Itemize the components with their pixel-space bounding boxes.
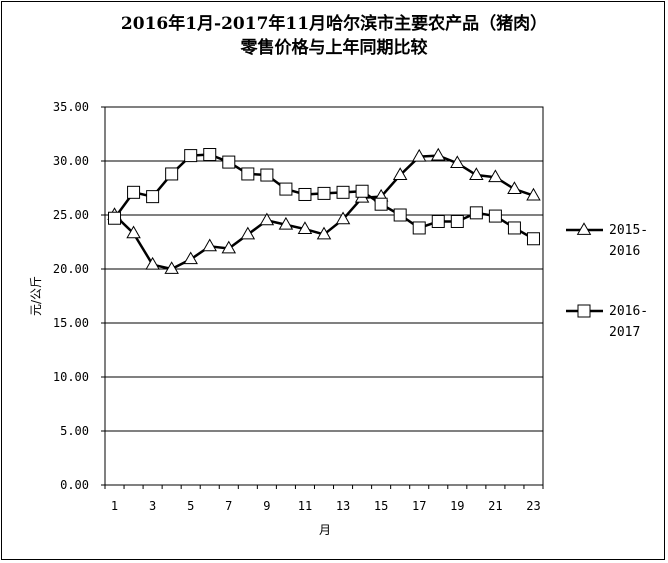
x-tick-label: 3 — [149, 499, 156, 513]
x-tick-label: 13 — [336, 499, 350, 513]
y-axis-label: 元/公斤 — [29, 276, 43, 316]
triangle-marker — [430, 147, 446, 161]
x-tick-label: 9 — [263, 499, 270, 513]
square-marker — [203, 148, 217, 162]
chart-title-line-1: 2016年1月-2017年11月哈尔滨市主要农产品（猪肉） — [120, 14, 548, 34]
plot-area — [104, 106, 544, 486]
y-tick-label: 25.00 — [53, 208, 89, 222]
square-marker — [374, 197, 388, 211]
legend-square-marker — [577, 304, 591, 318]
triangle-marker — [335, 211, 351, 225]
triangle-marker — [221, 240, 237, 254]
y-tick-label: 35.00 — [53, 100, 89, 114]
x-tick-label: 23 — [526, 499, 540, 513]
x-tick-label: 11 — [298, 499, 312, 513]
series-2 — [108, 148, 540, 246]
triangle-marker — [278, 216, 294, 230]
y-axis-ticks: 0.00 5.00 10.00 15.00 20.00 25.00 30.00 35.00 — [53, 100, 105, 492]
square-marker — [184, 149, 198, 163]
square-marker — [165, 167, 179, 181]
x-tick-label: 1 — [111, 499, 118, 513]
square-marker — [260, 168, 274, 182]
y-tick-label: 20.00 — [53, 262, 89, 276]
square-marker — [336, 185, 350, 199]
grid-lines — [105, 160, 543, 432]
triangle-marker — [240, 226, 256, 240]
square-marker — [507, 221, 521, 235]
square-marker — [241, 167, 255, 181]
square-marker — [526, 232, 540, 246]
x-tick-label: 21 — [488, 499, 502, 513]
square-marker — [469, 206, 483, 220]
y-tick-label: 0.00 — [60, 478, 89, 492]
x-tick-label: 5 — [187, 499, 194, 513]
triangle-marker — [126, 225, 141, 239]
triangle-marker — [145, 256, 160, 270]
triangle-marker — [202, 238, 218, 252]
legend-item-1: 2015- 2016 — [566, 222, 648, 259]
y-tick-label: 30.00 — [53, 154, 89, 168]
square-marker — [393, 208, 407, 222]
legend-label-line-1: 2015- — [609, 223, 648, 238]
square-marker — [108, 211, 122, 225]
y-tick-label: 15.00 — [53, 316, 89, 330]
x-tick-label: 7 — [225, 499, 232, 513]
square-marker — [127, 185, 141, 199]
triangle-marker — [526, 187, 541, 201]
chart-title: 2016年1月-2017年11月哈尔滨市主要农产品（猪肉） 零售价格与上年同期比… — [0, 12, 668, 60]
triangle-marker — [469, 167, 484, 180]
square-marker — [298, 187, 312, 201]
triangle-marker — [507, 181, 522, 194]
legend-label-line-2: 2016 — [609, 244, 640, 259]
series-layer — [107, 147, 541, 274]
y-tick-label: 10.00 — [53, 370, 89, 384]
square-marker — [355, 184, 369, 198]
x-tick-label: 19 — [450, 499, 464, 513]
triangle-marker — [450, 155, 465, 169]
x-tick-label: 17 — [412, 499, 426, 513]
square-marker — [146, 190, 160, 204]
square-marker — [431, 214, 445, 228]
triangle-marker — [411, 148, 427, 162]
square-marker — [279, 182, 293, 196]
square-marker — [412, 221, 426, 235]
x-tick-label: 15 — [374, 499, 388, 513]
triangle-marker — [392, 167, 408, 180]
triangle-marker — [164, 261, 179, 274]
triangle-marker — [297, 221, 313, 234]
triangle-marker — [488, 169, 503, 183]
legend-triangle-marker — [576, 222, 592, 235]
legend: 2015- 2016 2016- 2017 — [566, 222, 648, 340]
triangle-marker — [259, 212, 275, 226]
legend-item-2: 2016- 2017 — [566, 304, 648, 340]
square-marker — [222, 155, 236, 169]
triangle-marker — [183, 251, 198, 265]
legend-label-line-1: 2016- — [609, 304, 648, 319]
square-marker — [317, 186, 331, 200]
legend-label-line-2: 2017 — [609, 325, 640, 340]
x-axis-label: 月 — [319, 523, 331, 537]
y-tick-label: 5.00 — [60, 424, 89, 438]
square-marker — [488, 209, 502, 223]
x-axis-ticks: 1 3 5 7 9 11 13 15 17 19 21 23 — [104, 485, 544, 513]
triangle-marker — [316, 226, 332, 240]
chart-title-line-2: 零售价格与上年同期比较 — [240, 38, 428, 58]
square-marker — [450, 214, 464, 228]
